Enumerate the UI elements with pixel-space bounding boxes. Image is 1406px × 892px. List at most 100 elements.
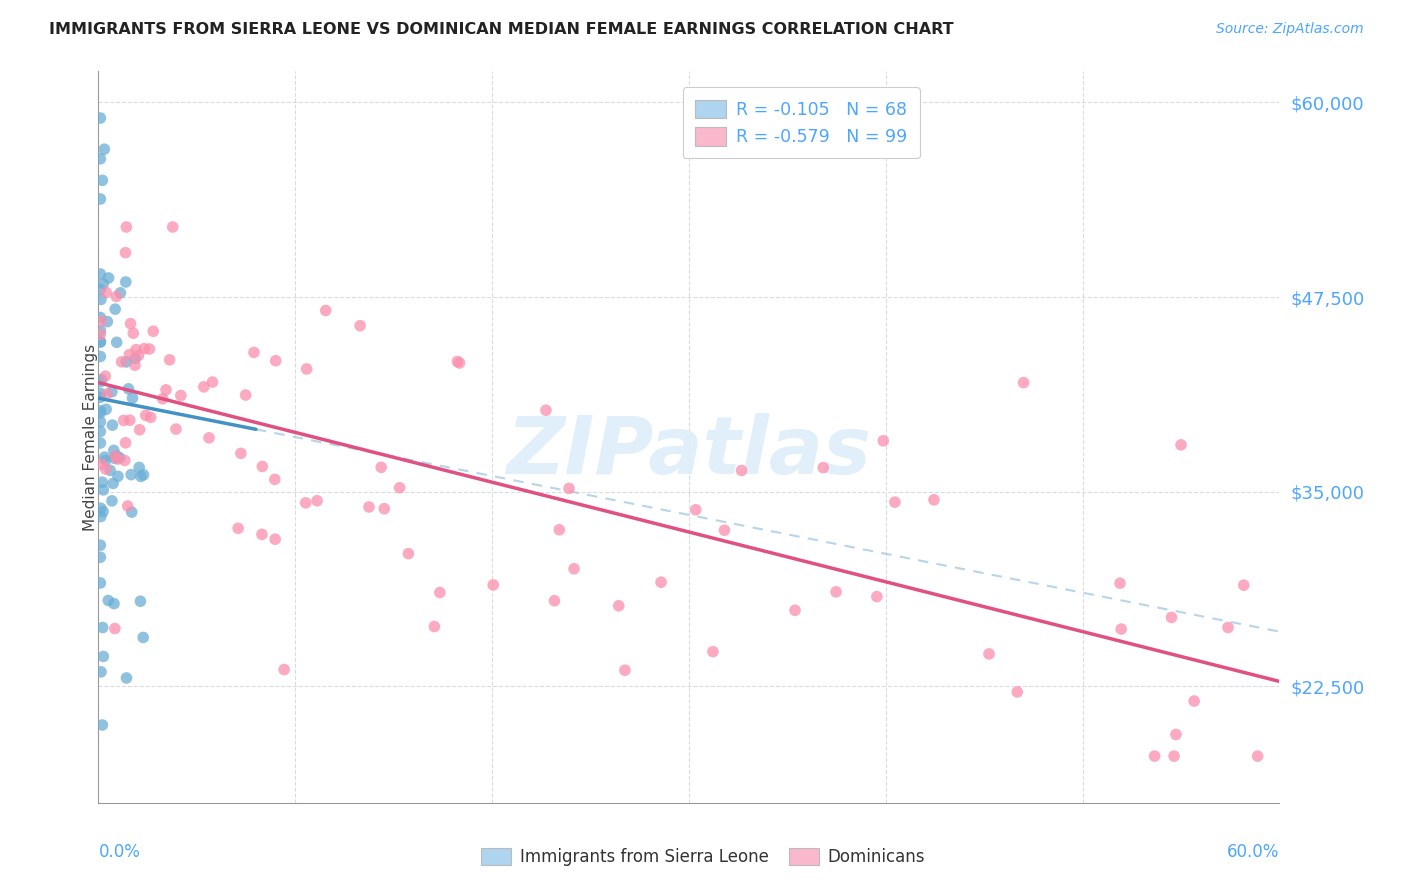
Point [1012,376,1035,390]
Point [121,505,143,519]
Point [89,350,111,364]
Point [114,245,136,260]
Point [90,501,112,516]
Point [129,594,152,608]
Point [543,593,565,607]
Point [91,505,114,519]
Point [91,718,114,732]
Point [607,599,630,613]
Point [152,392,174,406]
Point [114,435,136,450]
Point [104,302,127,317]
Point [115,355,138,369]
Point [124,358,146,372]
Point [370,460,392,475]
Point [91,475,114,490]
Legend: Immigrants from Sierra Leone, Dominicans: Immigrants from Sierra Leone, Dominicans [475,841,931,873]
Point [89,436,111,450]
Point [562,562,585,576]
Point [89,310,111,325]
Point [89,334,111,349]
Point [90,509,112,524]
Point [94,453,117,467]
Point [294,496,316,510]
Point [91,277,114,291]
Point [128,460,150,475]
Point [104,449,127,463]
Point [120,467,142,482]
Point [1216,620,1239,634]
Point [1007,685,1029,699]
Point [713,523,735,537]
Point [118,347,141,361]
Point [91,173,114,187]
Point [129,469,152,483]
Legend: R = -0.105   N = 68, R = -0.579   N = 99: R = -0.105 N = 68, R = -0.579 N = 99 [682,87,920,158]
Point [162,219,184,234]
Point [170,388,193,402]
Point [89,550,111,565]
Point [96,315,118,329]
Point [89,324,111,338]
Point [357,500,380,514]
Point [112,413,135,427]
Point [96,387,118,401]
Text: 0.0%: 0.0% [98,843,141,861]
Point [94,462,117,476]
Point [120,317,142,331]
Point [89,334,111,349]
Point [650,575,672,590]
Point [193,380,215,394]
Text: ZIPatlas: ZIPatlas [506,413,872,491]
Point [388,481,411,495]
Point [101,476,124,491]
Point [118,413,141,427]
Point [1233,578,1256,592]
Point [91,649,114,664]
Point [110,285,132,300]
Point [103,597,125,611]
Point [89,576,111,591]
Point [139,410,162,425]
Point [93,142,115,156]
Point [90,457,112,471]
Point [104,622,127,636]
Point [243,345,266,359]
Point [866,590,889,604]
Point [115,671,138,685]
Point [811,460,834,475]
Point [264,532,287,546]
Point [685,502,707,516]
Point [89,152,111,166]
Point [132,631,155,645]
Point [105,335,128,350]
Point [1109,576,1132,591]
Point [1143,749,1166,764]
Point [423,619,446,633]
Y-axis label: Median Female Earnings: Median Female Earnings [83,343,97,531]
Point [250,527,273,541]
Point [482,578,505,592]
Point [134,342,156,356]
Point [1163,749,1185,764]
Point [201,375,224,389]
Point [825,585,848,599]
Text: IMMIGRANTS FROM SIERRA LEONE VS DOMINICAN MEDIAN FEMALE EARNINGS CORRELATION CHA: IMMIGRANTS FROM SIERRA LEONE VS DOMINICA… [49,22,953,37]
Point [124,351,146,366]
Point [534,403,557,417]
Point [91,620,114,634]
Point [89,386,111,401]
Point [429,585,451,599]
Point [89,375,111,389]
Point [114,275,136,289]
Text: Source: ZipAtlas.com: Source: ZipAtlas.com [1216,22,1364,37]
Point [96,402,118,417]
Point [89,415,111,429]
Point [94,369,117,384]
Point [135,409,157,423]
Point [1160,610,1182,624]
Point [105,449,128,463]
Point [138,342,160,356]
Point [264,353,287,368]
Point [110,355,132,369]
